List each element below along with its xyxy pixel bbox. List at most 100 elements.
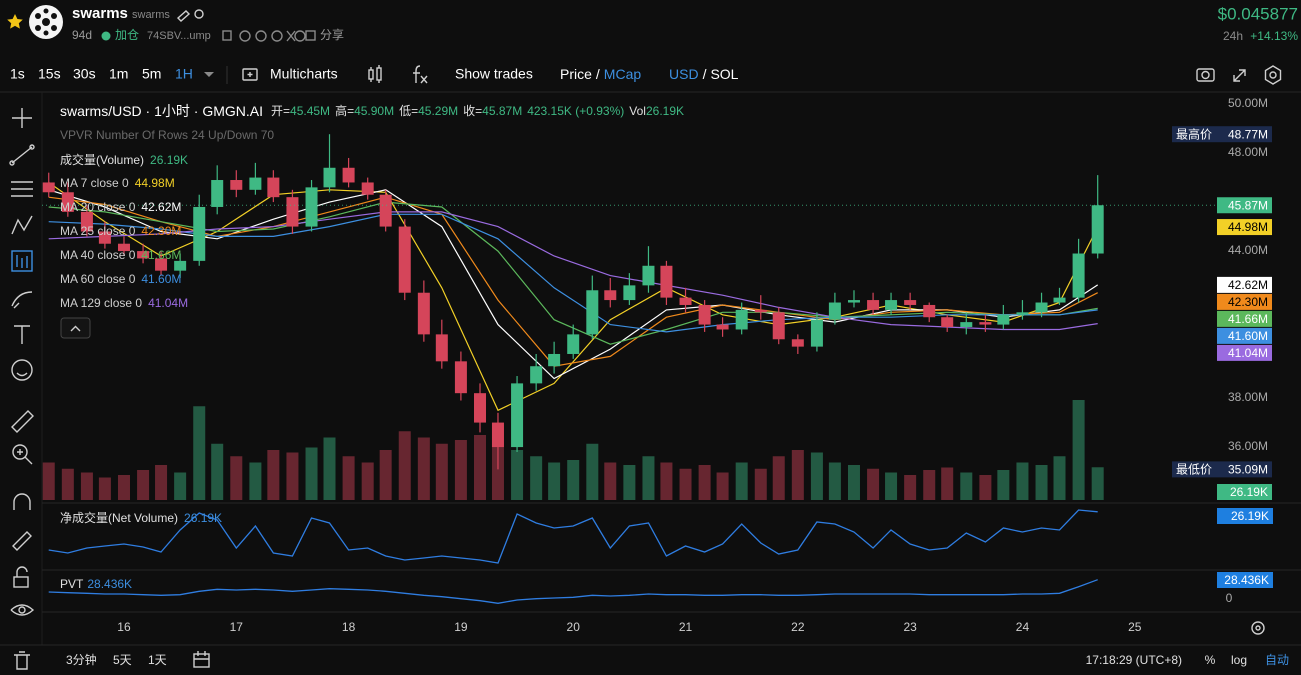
interval-option[interactable]: 1s [10,66,25,82]
volume-bar [1073,400,1085,500]
candle-body [492,423,504,448]
candle-body [211,180,223,207]
ma-value: 42.30M [141,224,181,238]
volume-bar [436,444,448,500]
volume-title: 成交量(Volume) [60,152,144,167]
candle-body [604,290,616,300]
volume-bar [586,444,598,500]
log-toggle[interactable]: log [1231,653,1247,667]
auto-toggle[interactable]: 自动 [1265,653,1289,667]
volume-bar [418,438,430,501]
y-tick-label: 50.00M [1228,96,1268,110]
candle-body [680,298,692,305]
volume-bar [904,475,916,500]
ohlc-value: 45.45M [290,104,330,118]
price-option[interactable]: Price [560,66,592,82]
share-button[interactable]: 分享 [320,27,344,42]
interval-option[interactable]: 1H [175,66,193,82]
candle-body [960,322,972,327]
x-tick-label: 21 [679,620,693,634]
sol-option[interactable]: SOL [710,66,738,82]
volume-value-label: 26.19K [1230,485,1268,499]
vpvr-legend: VPVR Number Of Rows 24 Up/Down 70 [60,128,274,142]
candle-body [623,285,635,300]
candle-body [941,317,953,327]
ohlc-label: 低= [399,104,418,118]
range-option[interactable]: 1天 [148,653,167,667]
volume-bar [343,456,355,500]
pvt-value-label: 28.436K [1224,573,1269,587]
candle-body [436,334,448,361]
candle-body [399,227,411,293]
volume-bar [548,463,560,501]
ohlc-value: 45.90M [354,104,394,118]
candle-body [548,354,560,366]
ma-legend-item: MA 20 close 042.62M [60,200,181,214]
percent-toggle[interactable]: % [1205,653,1216,667]
candle-body [286,197,298,226]
volume-bar [717,473,729,501]
candle-body [230,180,242,190]
volume-bar [249,463,261,501]
candle-body [755,310,767,312]
volume-bar [699,465,711,500]
range-option[interactable]: 5天 [113,653,132,667]
candle-body [306,187,318,226]
token-address[interactable]: 74SBV...ump [147,30,211,42]
volume-bar [474,435,486,500]
candle-body [885,300,897,310]
token-symbol: swarms [132,9,170,21]
usd-option[interactable]: USD [669,66,699,82]
interval-option[interactable]: 5m [142,66,161,82]
collapse-button[interactable] [61,318,90,338]
pvt-title: PVT [60,577,84,591]
net-volume-legend: 净成交量(Net Volume)26.19K [60,510,222,525]
candle-body [792,339,804,346]
ma-value: 41.04M [148,296,188,310]
currency-toggle[interactable]: USD/SOL [669,66,739,82]
volume-bar [380,450,392,500]
multicharts[interactable]: Multicharts [270,66,338,82]
candle-body [699,305,711,325]
candle-body [736,310,748,330]
clock: 17:18:29 (UTC+8) [1086,653,1182,667]
vol-value: 26.19K [646,104,684,118]
mcap-option[interactable]: MCap [604,66,642,82]
volume-bar [306,448,318,501]
ma-legend-item: MA 40 close 0 41.66M [60,248,181,262]
interval-option[interactable]: 15s [38,66,61,82]
ma-name: MA 25 close 0 [60,224,136,238]
pvt-last: 28.436K [87,577,132,591]
candle-body [43,182,55,192]
interval-option[interactable]: 1m [109,66,128,82]
interval-option[interactable]: 30s [73,66,96,82]
volume-bar [211,444,223,500]
candle-body [174,261,186,271]
x-tick-label: 24 [1016,620,1030,634]
x-tick-label: 20 [567,620,581,634]
y-tick-label: 36.00M [1228,439,1268,453]
candle-body [455,361,467,393]
volume-bar [755,469,767,500]
volume-bar [1036,465,1048,500]
volume-bar [885,473,897,501]
range-option[interactable]: 3分钟 [66,652,97,667]
chart-title: swarms/USD · 1小时 · GMGN.AI [60,103,263,119]
extreme-value: 48.77M [1228,127,1268,141]
ma-price-label: 44.98M [1228,220,1268,234]
pvt-tick-label: 0 [1226,591,1233,605]
pvt-legend: PVT28.436K [60,577,132,591]
volume-bar [829,463,841,501]
candle-body [642,266,654,286]
ma-name: MA 7 close 0 [60,176,129,190]
show-trades[interactable]: Show trades [455,66,533,82]
add-position[interactable]: 加仓 [115,28,139,42]
ma-name: MA 40 close 0 [60,248,136,262]
volume-bar [1016,463,1028,501]
candle-body [660,266,672,298]
candle-body [567,334,579,354]
ma-value: 41.66M [141,248,181,262]
candle-body [717,325,729,330]
volume-bar [979,475,991,500]
ohlc-label: 高= [335,103,354,118]
